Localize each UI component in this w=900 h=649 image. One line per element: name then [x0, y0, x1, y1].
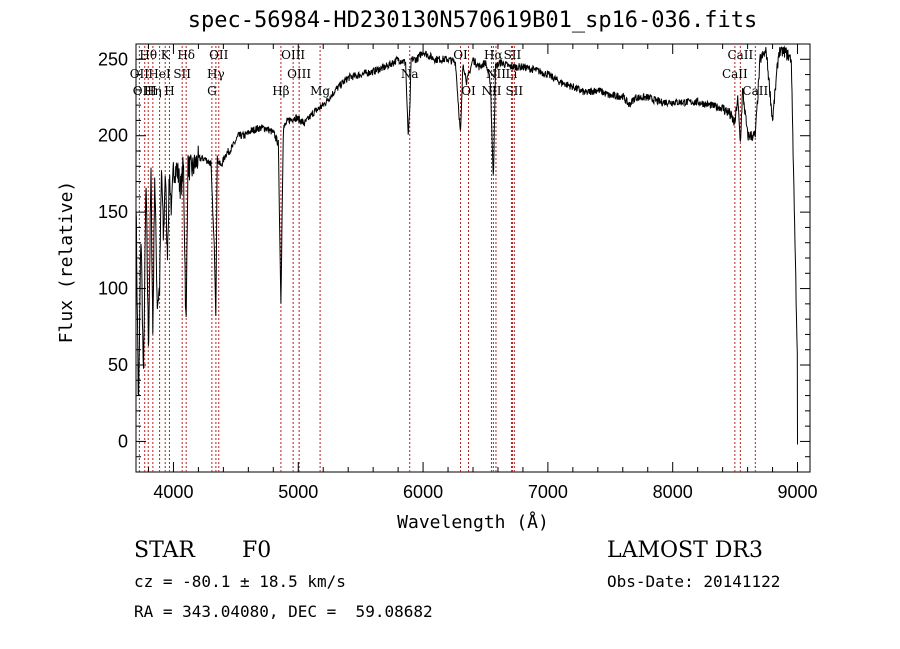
- x-tick-label: 5000: [278, 482, 318, 502]
- x-tick-label: 9000: [777, 482, 817, 502]
- line-marker-label: SII: [505, 84, 523, 98]
- y-tick-label: 0: [118, 431, 128, 451]
- observation-date: Obs-Date: 20141122: [607, 572, 781, 591]
- line-marker-label: NII: [481, 84, 501, 98]
- y-tick-label: 250: [98, 49, 128, 69]
- line-marker-label: OIII: [287, 67, 311, 81]
- y-tick-label: 150: [98, 202, 128, 222]
- x-axis-label: Wavelength (Å): [397, 511, 549, 533]
- y-tick-label: 200: [98, 126, 128, 146]
- line-marker-label: SII: [173, 67, 191, 81]
- spectrum-line: [135, 45, 798, 445]
- line-markers: [138, 46, 756, 472]
- line-marker-label: Hγ: [207, 67, 225, 81]
- line-marker-label: OII: [209, 48, 229, 62]
- y-tick-label: 100: [98, 279, 128, 299]
- line-marker-label: CaII: [722, 67, 748, 81]
- line-marker-label: Hδ: [177, 48, 195, 62]
- line-marker-label: CaII: [742, 84, 768, 98]
- line-marker-label: CaII: [727, 48, 753, 62]
- line-marker-label: Hθ: [139, 48, 157, 62]
- survey-name: LAMOST DR3: [607, 538, 763, 563]
- x-tick-label: 8000: [653, 482, 693, 502]
- line-marker-label: H: [164, 84, 174, 98]
- line-marker-label: K: [161, 48, 171, 62]
- line-marker-label: OI: [453, 48, 468, 62]
- line-marker-label: Li: [506, 67, 518, 81]
- object-class: STAR: [134, 538, 195, 563]
- line-marker-label: Hβ: [272, 84, 289, 98]
- y-axis: 0 50 100 150 200 250: [98, 43, 810, 473]
- chart-title: spec-56984-HD230130N570619B01_sp16-036.f…: [187, 8, 758, 33]
- line-marker-label: NII: [486, 67, 506, 81]
- y-tick-label: 50: [108, 355, 128, 375]
- x-tick-label: 4000: [153, 482, 193, 502]
- line-marker-label: Mg: [310, 84, 330, 98]
- line-marker-label: Hη: [144, 84, 162, 98]
- line-marker-label: Na: [401, 67, 419, 81]
- line-marker-label: HeI: [148, 67, 171, 81]
- x-tick-label: 7000: [528, 482, 568, 502]
- line-marker-label: OII: [130, 67, 150, 81]
- line-marker-label: SII: [504, 48, 522, 62]
- line-marker-label: Hα: [484, 48, 503, 62]
- redshift-velocity: cz = -80.1 ± 18.5 km/s: [134, 572, 346, 591]
- plot-frame: [135, 43, 811, 473]
- line-marker-label: OI: [461, 84, 476, 98]
- line-marker-label: OIII: [281, 48, 305, 62]
- line-marker-label: OIII: [133, 84, 157, 98]
- coordinates: RA = 343.04080, DEC = 59.08682: [134, 602, 433, 621]
- object-subclass: F0: [242, 538, 272, 563]
- x-tick-label: 6000: [403, 482, 443, 502]
- x-axis: 4000 5000 6000 7000 8000 9000: [147, 44, 818, 502]
- line-marker-label: G: [207, 84, 217, 98]
- y-axis-label: Flux (relative): [56, 181, 77, 344]
